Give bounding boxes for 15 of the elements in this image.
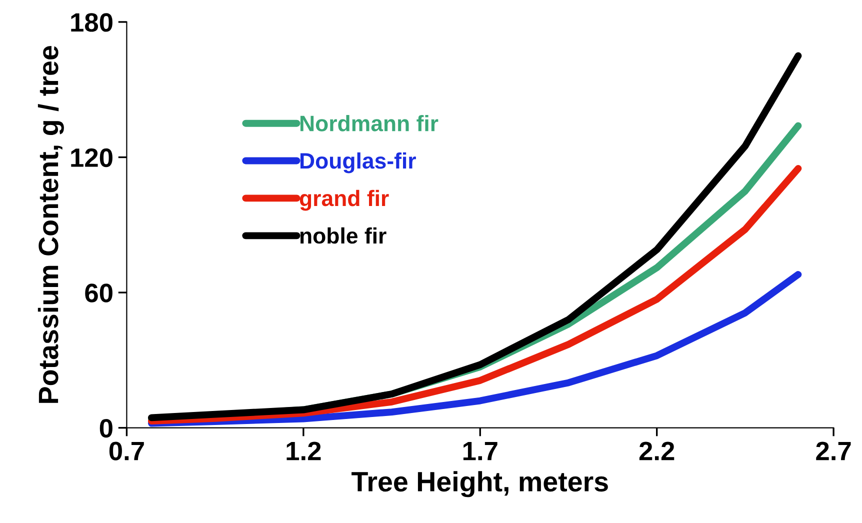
legend-label: Douglas-fir — [300, 152, 416, 174]
x-tick-label: 1.2 — [286, 442, 321, 460]
x-tick-label: 1.7 — [463, 442, 498, 460]
y-tick-label: 0 — [100, 418, 112, 438]
x-tick-label: 2.2 — [639, 442, 674, 460]
y-tick-label: 180 — [71, 13, 112, 32]
legend-label: grand fir — [300, 190, 389, 211]
x-tick-label: 2.7 — [816, 442, 851, 460]
legend-label: noble fir — [300, 227, 386, 244]
legend-label: Nordmann fir — [300, 115, 438, 132]
y-tick-label: 120 — [71, 148, 112, 168]
y-tick-label: 60 — [85, 284, 112, 302]
x-tick-label: 0.7 — [109, 442, 144, 460]
y-axis-title: Potassium Content, g / tree — [38, 46, 64, 403]
x-axis-title: Tree Height, meters — [352, 471, 608, 498]
